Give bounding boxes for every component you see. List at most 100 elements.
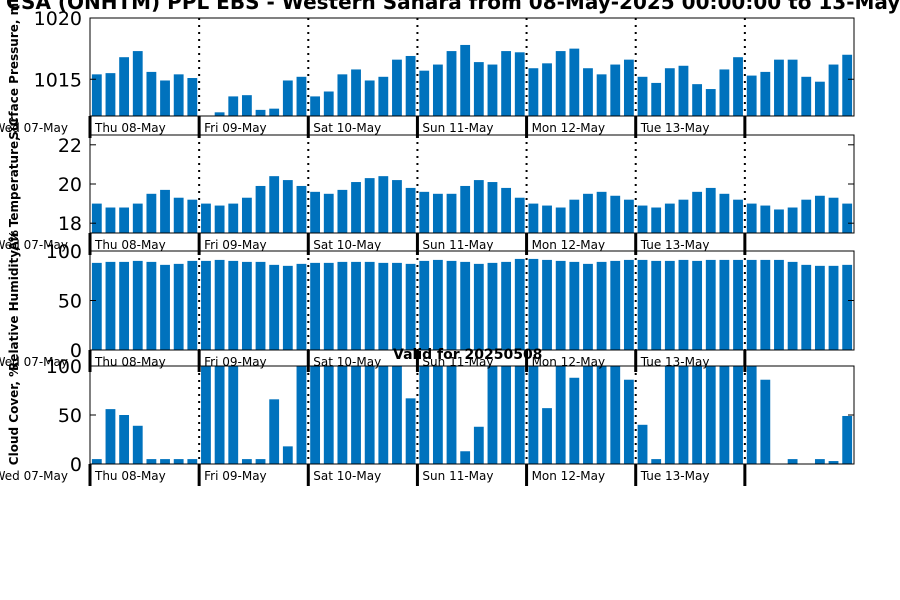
bar-p2-45: [705, 187, 716, 233]
bar-p2-14: [282, 180, 293, 233]
bar-p4-47: [733, 366, 743, 464]
bar-p1-34: [555, 51, 566, 116]
bar-p3-34: [555, 260, 566, 350]
bar-p2-6: [173, 197, 184, 233]
bar-p1-6: [173, 74, 184, 116]
bar-p1-22: [392, 59, 402, 116]
bar-p1-32: [528, 68, 539, 116]
ytick-label-p1-0: 1015: [34, 69, 82, 91]
day-label-p2-3: Sat 10-May: [313, 238, 381, 252]
bar-p3-44: [692, 260, 703, 350]
day-label-p3-3: Sat 10-May: [313, 355, 381, 369]
bar-p1-16: [310, 96, 321, 116]
bar-p2-18: [337, 189, 348, 233]
bar-p4-35: [569, 377, 580, 464]
bar-p1-37: [596, 74, 607, 116]
bar-p3-22: [392, 262, 402, 350]
frames-layer: [88, 17, 855, 486]
bar-p2-37: [596, 191, 607, 233]
bar-p1-38: [610, 64, 621, 116]
bar-p4-49: [760, 379, 771, 464]
bar-p2-42: [664, 203, 675, 233]
bar-p1-48: [746, 75, 757, 116]
bar-p3-41: [651, 260, 662, 350]
day-label-p3-5: Mon 12-May: [532, 355, 606, 369]
bar-p2-41: [651, 207, 662, 233]
bar-p2-0: [91, 203, 102, 233]
bar-p1-44: [692, 84, 703, 116]
day-label-p1-0: Wed 07-May: [0, 121, 68, 135]
ytick-label-p3-1: 50: [58, 291, 82, 313]
day-label-p1-1: Thu 08-May: [94, 121, 166, 135]
bar-p3-46: [719, 259, 730, 350]
bar-p2-27: [460, 185, 471, 233]
bar-p1-46: [719, 69, 730, 116]
bar-p4-43: [678, 366, 689, 464]
bar-p2-48: [746, 203, 757, 233]
bar-p4-2: [119, 415, 130, 464]
bar-p2-54: [828, 197, 839, 233]
bar-p4-42: [664, 366, 675, 464]
day-label-p3-4: Sun 11-May: [422, 355, 493, 369]
bar-p3-37: [596, 261, 607, 350]
bar-p4-1: [105, 409, 116, 464]
bar-p2-12: [255, 185, 266, 233]
bar-p1-41: [651, 82, 662, 116]
ytick-label-p2-2: 22: [58, 135, 82, 157]
bar-p2-28: [473, 180, 484, 233]
bar-p2-16: [310, 191, 321, 233]
day-label-p1-3: Sat 10-May: [313, 121, 381, 135]
bars-layer: [91, 44, 853, 464]
bar-p3-19: [351, 261, 361, 350]
bar-p4-4: [146, 459, 157, 464]
bar-p4-26: [446, 366, 457, 464]
bar-p4-55: [842, 415, 853, 464]
panel-frame-1: [89, 17, 855, 117]
bar-p4-17: [323, 366, 334, 464]
bar-p3-28: [473, 263, 484, 350]
bar-p1-11: [241, 95, 252, 116]
bar-p3-50: [774, 259, 784, 350]
bar-p2-19: [351, 182, 361, 233]
bar-p4-16: [310, 366, 321, 464]
bar-p1-55: [842, 54, 853, 116]
bar-p2-3: [132, 203, 143, 233]
bar-p2-22: [392, 180, 402, 233]
bar-p2-51: [787, 207, 798, 233]
bar-p4-45: [705, 366, 716, 464]
ytick-label-p3-2: 100: [46, 241, 82, 263]
bar-p4-33: [542, 408, 552, 464]
bar-p1-9: [214, 112, 225, 116]
bar-p1-43: [678, 65, 689, 116]
bar-p4-11: [241, 459, 252, 464]
bar-p2-49: [760, 205, 771, 233]
bar-p4-32: [528, 366, 539, 464]
ylabel-p2: Air Temperature, °C: [7, 117, 21, 251]
day-label-p4-4: Sun 11-May: [422, 469, 493, 483]
bar-p2-46: [719, 193, 730, 233]
bar-p2-40: [637, 205, 648, 233]
day-label-p2-6: Tue 13-May: [640, 238, 710, 252]
bar-p3-18: [337, 261, 348, 350]
bar-p1-33: [542, 63, 552, 116]
bar-p2-17: [323, 193, 334, 233]
bar-p3-53: [814, 265, 825, 350]
ytick-label-p3-0: 0: [70, 340, 82, 362]
bar-p3-30: [501, 261, 512, 350]
day-label-p4-1: Thu 08-May: [94, 469, 166, 483]
day-label-p2-4: Sun 11-May: [422, 238, 493, 252]
bar-p4-6: [173, 459, 184, 464]
bar-p3-2: [119, 261, 130, 350]
bar-p1-51: [787, 59, 798, 116]
bar-p2-11: [241, 197, 252, 233]
bar-p1-49: [760, 71, 771, 116]
bar-p3-26: [446, 260, 457, 350]
day-label-p4-0: Wed 07-May: [0, 469, 68, 483]
bar-p2-38: [610, 195, 621, 233]
bar-p1-52: [801, 76, 812, 116]
bar-p2-44: [692, 191, 703, 233]
day-label-p4-3: Sat 10-May: [313, 469, 381, 483]
bar-p4-37: [596, 366, 607, 464]
